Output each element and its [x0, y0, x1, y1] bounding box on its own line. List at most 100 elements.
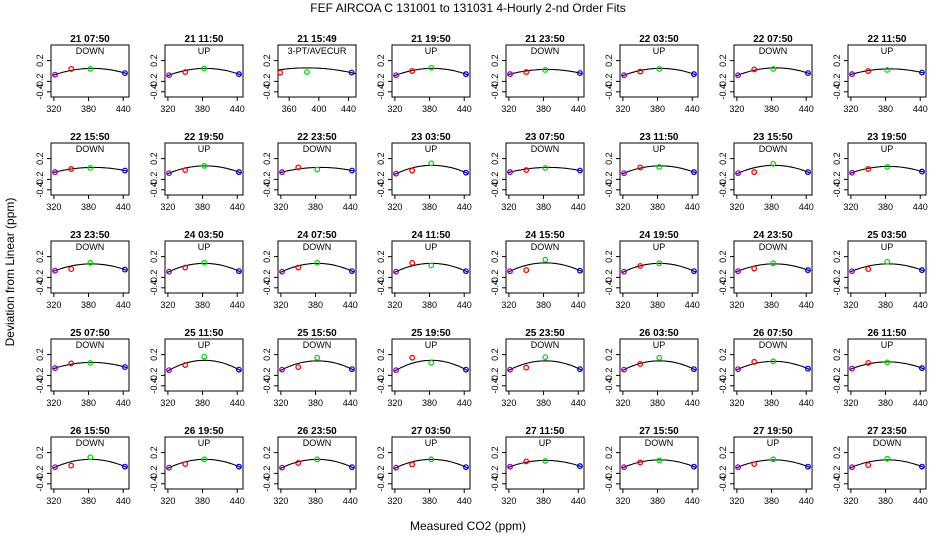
data-point	[314, 166, 321, 173]
x-tick-label: 440	[685, 496, 700, 506]
panel-label: UP	[881, 144, 894, 154]
y-tick-label: -0.2	[718, 466, 728, 482]
y-tick-label: -0.4	[376, 476, 386, 492]
y-tick-label: 0.2	[718, 152, 728, 165]
y-tick-label: -0.4	[604, 378, 614, 394]
data-point	[523, 69, 530, 75]
x-tick-label: 320	[46, 104, 61, 114]
y-tick-label: 0.2	[490, 250, 500, 263]
y-tick-label: -0.2	[718, 368, 728, 384]
data-point	[770, 456, 777, 463]
x-tick-label: 380	[195, 398, 210, 408]
x-tick-label: 320	[273, 398, 288, 408]
y-tick-label: -0.4	[35, 476, 45, 492]
y-tick-label: -0.2	[832, 74, 842, 90]
fit-curve	[507, 68, 583, 76]
data-point	[279, 268, 285, 275]
panel-frame	[391, 338, 471, 392]
y-tick-label: -0.4	[832, 476, 842, 492]
x-tick-label: 320	[729, 202, 744, 212]
data-point	[201, 259, 208, 266]
data-point	[849, 169, 855, 176]
data-point	[52, 169, 58, 176]
x-tick-label: 380	[878, 104, 893, 114]
x-tick-label: 440	[230, 300, 245, 310]
y-tick-label: 0.2	[376, 54, 386, 67]
data-point	[68, 360, 75, 367]
data-point	[428, 262, 435, 269]
data-point	[182, 264, 189, 271]
x-tick-label: 380	[650, 104, 665, 114]
panel-title: 26 03:50	[639, 328, 679, 339]
y-tick-label: -0.2	[35, 270, 45, 286]
panel-frame	[733, 142, 813, 196]
data-point	[166, 464, 172, 471]
x-tick-label: 380	[422, 398, 437, 408]
panel-frame	[50, 338, 130, 392]
x-tick-label: 380	[81, 202, 96, 212]
panel-label: DOWN	[645, 438, 674, 448]
panel-label: UP	[653, 242, 666, 252]
panel-frame	[50, 44, 130, 98]
y-tick-label: -0.4	[832, 378, 842, 394]
fit-curve	[849, 165, 925, 175]
data-point	[849, 365, 855, 372]
fit-curve	[507, 360, 583, 372]
y-tick-label: 0.2	[376, 348, 386, 361]
panel-label: DOWN	[303, 242, 332, 252]
y-tick-label: -0.2	[35, 368, 45, 384]
panel-label: DOWN	[76, 340, 105, 350]
x-tick-label: 380	[195, 202, 210, 212]
panel-frame	[619, 44, 699, 98]
x-tick-label: 380	[650, 496, 665, 506]
y-tick-label: -0.2	[604, 368, 614, 384]
data-point	[523, 167, 530, 173]
y-tick-label: 0.2	[718, 446, 728, 459]
data-point	[751, 358, 758, 365]
y-tick-label: 0.2	[262, 152, 272, 165]
data-point	[849, 464, 855, 471]
data-point	[919, 463, 925, 470]
x-tick-label: 440	[116, 202, 131, 212]
y-tick-label: 0.2	[149, 348, 159, 361]
x-tick-label: 380	[764, 300, 779, 310]
panel-title: 24 19:50	[639, 230, 679, 241]
y-tick-label: -0.2	[262, 270, 272, 286]
panel-frame	[619, 338, 699, 392]
x-tick-label: 440	[230, 202, 245, 212]
x-tick-label: 320	[729, 398, 744, 408]
x-tick-label: 320	[160, 202, 175, 212]
data-point	[295, 460, 302, 466]
fit-curve	[166, 359, 242, 372]
x-tick-label: 440	[571, 496, 586, 506]
y-tick-label: -0.2	[262, 172, 272, 188]
data-point	[314, 354, 321, 361]
panel-title: 27 19:50	[753, 426, 793, 437]
data-point	[349, 167, 355, 174]
y-tick-label: 0.2	[718, 54, 728, 67]
x-tick-label: 440	[116, 300, 131, 310]
panel-label: UP	[881, 242, 894, 252]
data-point	[122, 70, 128, 77]
x-tick-label: 440	[457, 496, 472, 506]
panel-frame	[277, 240, 357, 294]
panel-frame	[505, 436, 585, 490]
fit-curve	[277, 67, 357, 75]
x-tick-label: 320	[273, 300, 288, 310]
panel-frame	[619, 240, 699, 294]
y-tick-label: -0.4	[149, 84, 159, 100]
data-point	[621, 170, 627, 177]
panel-title: 21 11:50	[185, 34, 224, 45]
panel-label: DOWN	[759, 242, 788, 252]
x-tick-label: 320	[160, 398, 175, 408]
data-point	[236, 366, 242, 373]
x-tick-label: 320	[843, 496, 858, 506]
data-point	[691, 169, 697, 176]
